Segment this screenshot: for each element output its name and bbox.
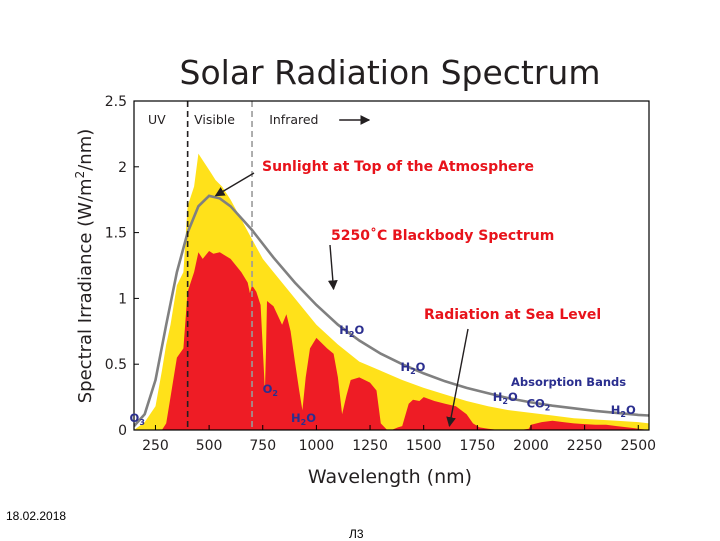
x-tick-label: 1000 [299,438,335,454]
y-tick-label: 2 [118,160,127,176]
annotation-label: Sunlight at Top of the Atmosphere [262,159,534,175]
x-tick-label: 2250 [567,438,603,454]
annotation-arrow [327,244,338,291]
y-axis-label-sup: 2 [73,171,87,179]
molecule-label: H2O [400,360,425,376]
region-label: Infrared [269,112,318,127]
y-tick-label: 0.5 [105,357,127,373]
region-label: UV [148,112,166,127]
molecule-label: H2O [339,323,364,339]
x-tick-label: 500 [196,438,223,454]
series-blackbody-line [134,194,649,427]
molecule-label: CO2 [527,397,551,413]
x-tick-label: 2000 [513,438,549,454]
chart-title: Solar Radiation Spectrum [180,53,601,92]
plot-frame [133,100,650,431]
annotation-label: 5250˚C Blackbody Spectrum [331,227,554,244]
y-axis: 0 0.5 1 1.5 2 2.5 [105,94,139,439]
molecule-label: O3 [130,411,145,427]
absorption-bands-label: Absorption Bands [511,375,626,389]
region-label: Visible [194,112,235,127]
y-axis-label-end: /nm) [75,129,96,171]
x-axis: 250 500 750 1000 1250 1500 1750 2000 2250 2500 [142,425,656,454]
x-axis-label: Wavelength (nm) [308,466,472,488]
annotation-arrow [214,172,255,197]
x-tick-label: 1750 [460,438,496,454]
plot-area: UV Visible Infrared [134,101,649,430]
slide-number: Л3 [349,527,364,541]
annotation-label: Radiation at Sea Level [424,307,601,323]
y-axis-label-main: Spectral Irradiance (W/m [75,178,96,403]
y-tick-label: 2.5 [105,94,127,110]
annotation-arrow [446,328,469,428]
molecule-label: H2O [611,403,636,419]
molecule-label: O2 [263,382,278,398]
x-tick-label: 750 [249,438,276,454]
y-tick-label: 1 [118,291,127,307]
x-tick-label: 1500 [406,438,442,454]
y-tick-label: 0 [118,423,127,439]
slide-date: 18.02.2018 [6,509,67,523]
molecule-label: H2O [493,390,518,406]
x-tick-label: 250 [142,438,169,454]
molecule-label: H2O [291,411,316,427]
x-tick-label: 1250 [352,438,388,454]
series-sea-level-area [161,251,649,430]
y-axis-label: Spectral Irradiance (W/m2/nm) [73,129,96,404]
y-tick-label: 1.5 [105,226,127,242]
x-tick-label: 2500 [620,438,656,454]
annotations: Sunlight at Top of the Atmosphere 5250˚C … [130,159,636,427]
